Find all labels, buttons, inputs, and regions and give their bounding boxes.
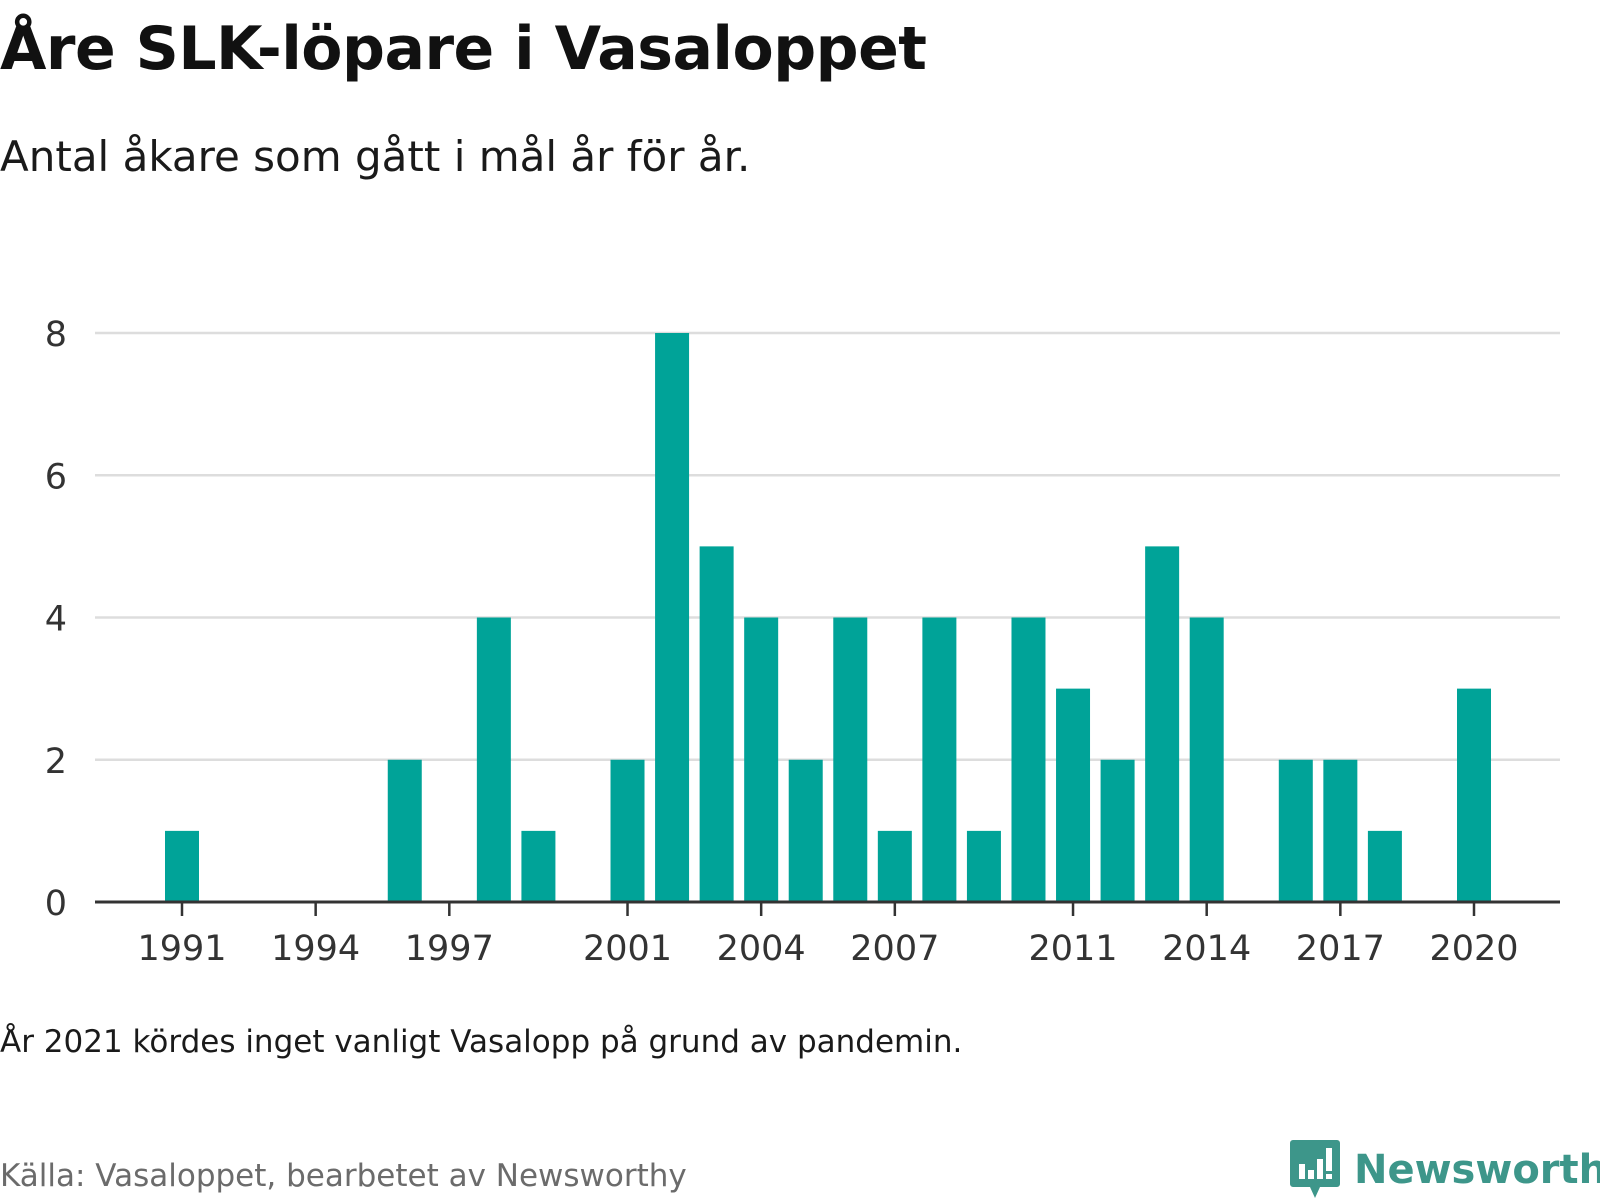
bar <box>877 830 912 902</box>
bar <box>1278 759 1313 902</box>
bar <box>476 617 511 902</box>
x-tick-label: 2014 <box>1162 929 1251 969</box>
bar <box>788 759 823 902</box>
bar <box>610 759 645 902</box>
y-tick-label: 6 <box>45 457 67 497</box>
chart-title: Åre SLK-löpare i Vasaloppet <box>0 14 927 84</box>
bar <box>521 830 556 902</box>
x-tick-label: 1991 <box>137 929 226 969</box>
x-tick-label: 1994 <box>271 929 360 969</box>
x-tick-label: 2020 <box>1429 929 1518 969</box>
bar <box>1367 830 1402 902</box>
bar <box>1323 759 1358 902</box>
footnote: År 2021 kördes inget vanligt Vasalopp på… <box>0 1024 963 1060</box>
x-tick-label: 2007 <box>850 929 939 969</box>
bar-chart: 0 2 4 6 8 1991 1994 1997 2001 2004 2007 2011 2014 20… <box>45 315 1560 969</box>
brand-name: Newsworthy <box>1354 1147 1600 1193</box>
bar <box>966 830 1001 902</box>
brand-logo: Newsworthy <box>1290 1140 1600 1200</box>
bar <box>1189 617 1224 902</box>
y-tick-label: 0 <box>45 884 67 924</box>
x-tick-label: 2001 <box>583 929 672 969</box>
bar <box>165 830 199 902</box>
x-axis-ticks: 1991 1994 1997 2001 2004 2007 2011 2014 2017 2020 <box>137 902 1519 969</box>
bar <box>922 617 957 902</box>
bar <box>655 333 690 902</box>
bar <box>1056 688 1091 902</box>
bar <box>1100 759 1135 902</box>
bar <box>1011 617 1046 902</box>
gridlines <box>95 331 1560 761</box>
x-tick-label: 2011 <box>1028 929 1117 969</box>
chart-subtitle: Antal åkare som gått i mål år för år. <box>0 132 751 181</box>
source-credit: Källa: Vasaloppet, bearbetet av Newswort… <box>0 1158 687 1194</box>
y-axis-ticks: 0 2 4 6 8 <box>45 315 67 924</box>
bar-series <box>165 333 1491 902</box>
y-tick-label: 2 <box>45 742 67 782</box>
y-tick-label: 4 <box>45 600 67 640</box>
newsworthy-logo-icon <box>1290 1140 1340 1198</box>
x-tick-label: 2004 <box>717 929 806 969</box>
x-tick-label: 1997 <box>405 929 494 969</box>
x-tick-label: 2017 <box>1296 929 1385 969</box>
bar <box>833 617 868 902</box>
bar <box>1457 688 1491 902</box>
y-tick-label: 8 <box>45 315 67 355</box>
bar <box>1145 546 1180 902</box>
bar <box>744 617 779 902</box>
bar <box>387 759 422 902</box>
bar <box>699 546 734 902</box>
